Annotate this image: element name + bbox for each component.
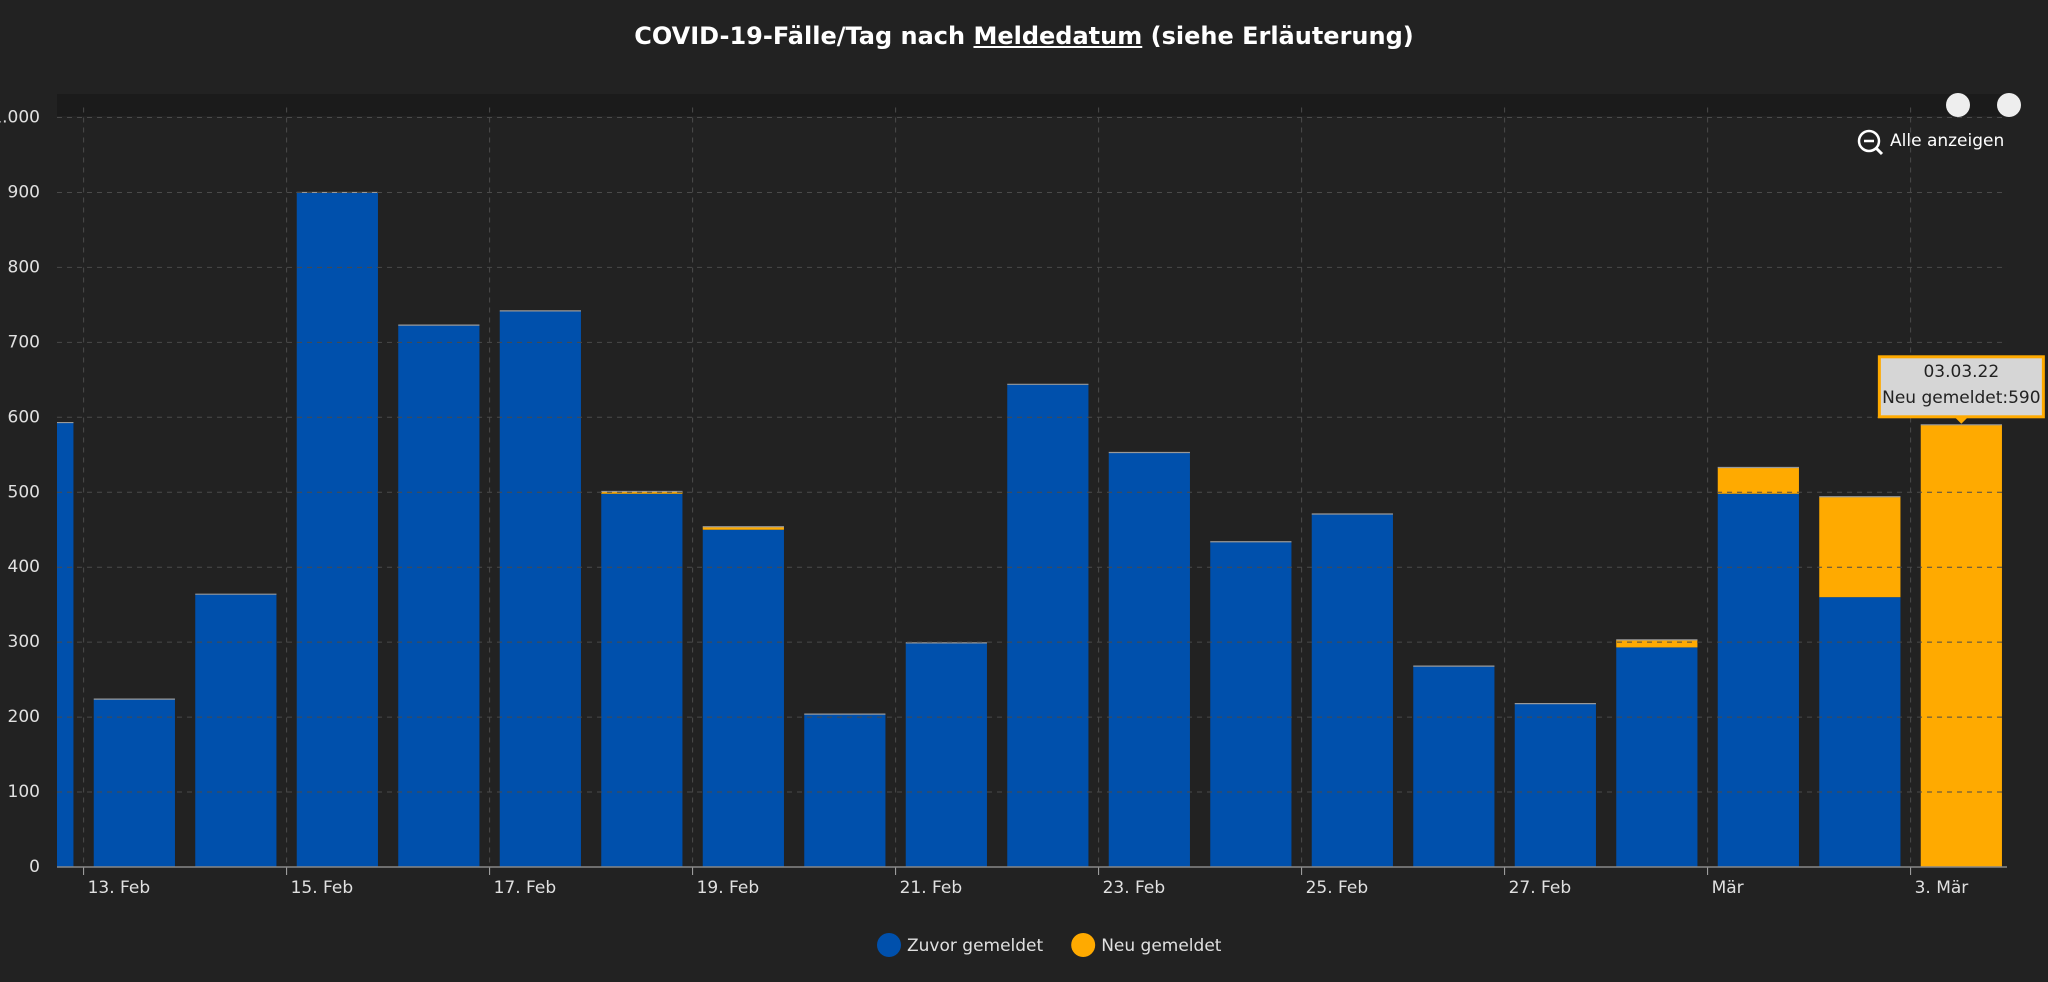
x-tick-label: 27. Feb xyxy=(1509,878,1572,898)
zoom-icon xyxy=(1874,146,1884,156)
title-text: COVID-19-Fälle/Tag nach xyxy=(634,22,966,50)
bar-segment xyxy=(398,325,480,867)
bar-segment xyxy=(1616,647,1698,867)
x-tick-label: Mär xyxy=(1712,878,1744,898)
bar-segment xyxy=(905,642,987,867)
y-tick-label: 500 xyxy=(8,482,40,502)
x-tick-label: 13. Feb xyxy=(88,878,151,898)
bar-segment xyxy=(57,422,74,867)
bar-segment xyxy=(1413,666,1495,867)
scrollbar[interactable] xyxy=(57,94,2007,116)
y-tick-label: 0 xyxy=(29,857,40,877)
legend-label: Zuvor gemeldet xyxy=(907,936,1044,956)
zoom-button[interactable]: Alle anzeigen xyxy=(1857,129,2004,156)
bar-segment xyxy=(1717,467,1799,494)
bar-segment xyxy=(1717,493,1799,867)
legend-label: Neu gemeldet xyxy=(1101,936,1222,956)
tooltip-pointer xyxy=(1953,415,1970,424)
bar-segment xyxy=(1819,597,1901,867)
zoom-icon xyxy=(1857,129,1881,153)
x-tick-label: 3. Mär xyxy=(1915,878,1969,898)
bar-segment xyxy=(93,699,175,867)
y-tick-label: 600 xyxy=(8,407,40,427)
x-tick-label: 19. Feb xyxy=(697,878,760,898)
bar-segment xyxy=(1514,703,1596,867)
bar-segment xyxy=(601,493,683,867)
x-tick-label: 25. Feb xyxy=(1306,878,1369,898)
x-tick-label: 21. Feb xyxy=(900,878,963,898)
y-tick-label: 700 xyxy=(8,332,40,352)
bar-segment xyxy=(499,310,581,868)
tooltip-line: Neu gemeldet:590 xyxy=(1882,388,2040,408)
bar-segment xyxy=(1210,541,1292,867)
bar-segment xyxy=(702,529,784,867)
legend-marker xyxy=(877,933,901,957)
bar-segment xyxy=(702,526,784,530)
x-tick-label: 15. Feb xyxy=(291,878,354,898)
y-tick-label: 800 xyxy=(8,257,40,277)
y-tick-label: 1.000 xyxy=(0,108,40,128)
scroll-handle[interactable] xyxy=(1946,93,1970,117)
chart-title: COVID-19-Fälle/Tag nach Meldedatum (sieh… xyxy=(0,22,2048,50)
bar-segment xyxy=(1819,496,1901,598)
x-tick-label: 17. Feb xyxy=(494,878,557,898)
title-link[interactable]: Meldedatum xyxy=(973,22,1143,50)
y-tick-label: 200 xyxy=(8,707,40,727)
bar-segment xyxy=(195,594,277,867)
y-tick-label: 300 xyxy=(8,632,40,652)
plot-area xyxy=(57,191,2002,868)
bar-segment xyxy=(296,192,378,867)
bar-segment xyxy=(804,714,886,867)
scroll-handle[interactable] xyxy=(1997,93,2021,117)
tooltip-line: 03.03.22 xyxy=(1923,362,1999,382)
legend-marker xyxy=(1071,933,1096,957)
bar-segment xyxy=(1920,424,2002,867)
y-tick-label: 400 xyxy=(8,557,40,577)
title-after: (siehe Erläuterung) xyxy=(1150,22,1414,50)
x-tick-label: 23. Feb xyxy=(1103,878,1166,898)
y-tick-label: 900 xyxy=(8,182,40,202)
bar-segment xyxy=(1007,384,1089,867)
y-tick-label: 100 xyxy=(8,782,40,802)
bar-segment xyxy=(1616,639,1698,648)
bar-segment xyxy=(1311,513,1393,867)
zoom-label[interactable]: Alle anzeigen xyxy=(1890,131,2004,151)
bar-segment xyxy=(1108,452,1190,867)
